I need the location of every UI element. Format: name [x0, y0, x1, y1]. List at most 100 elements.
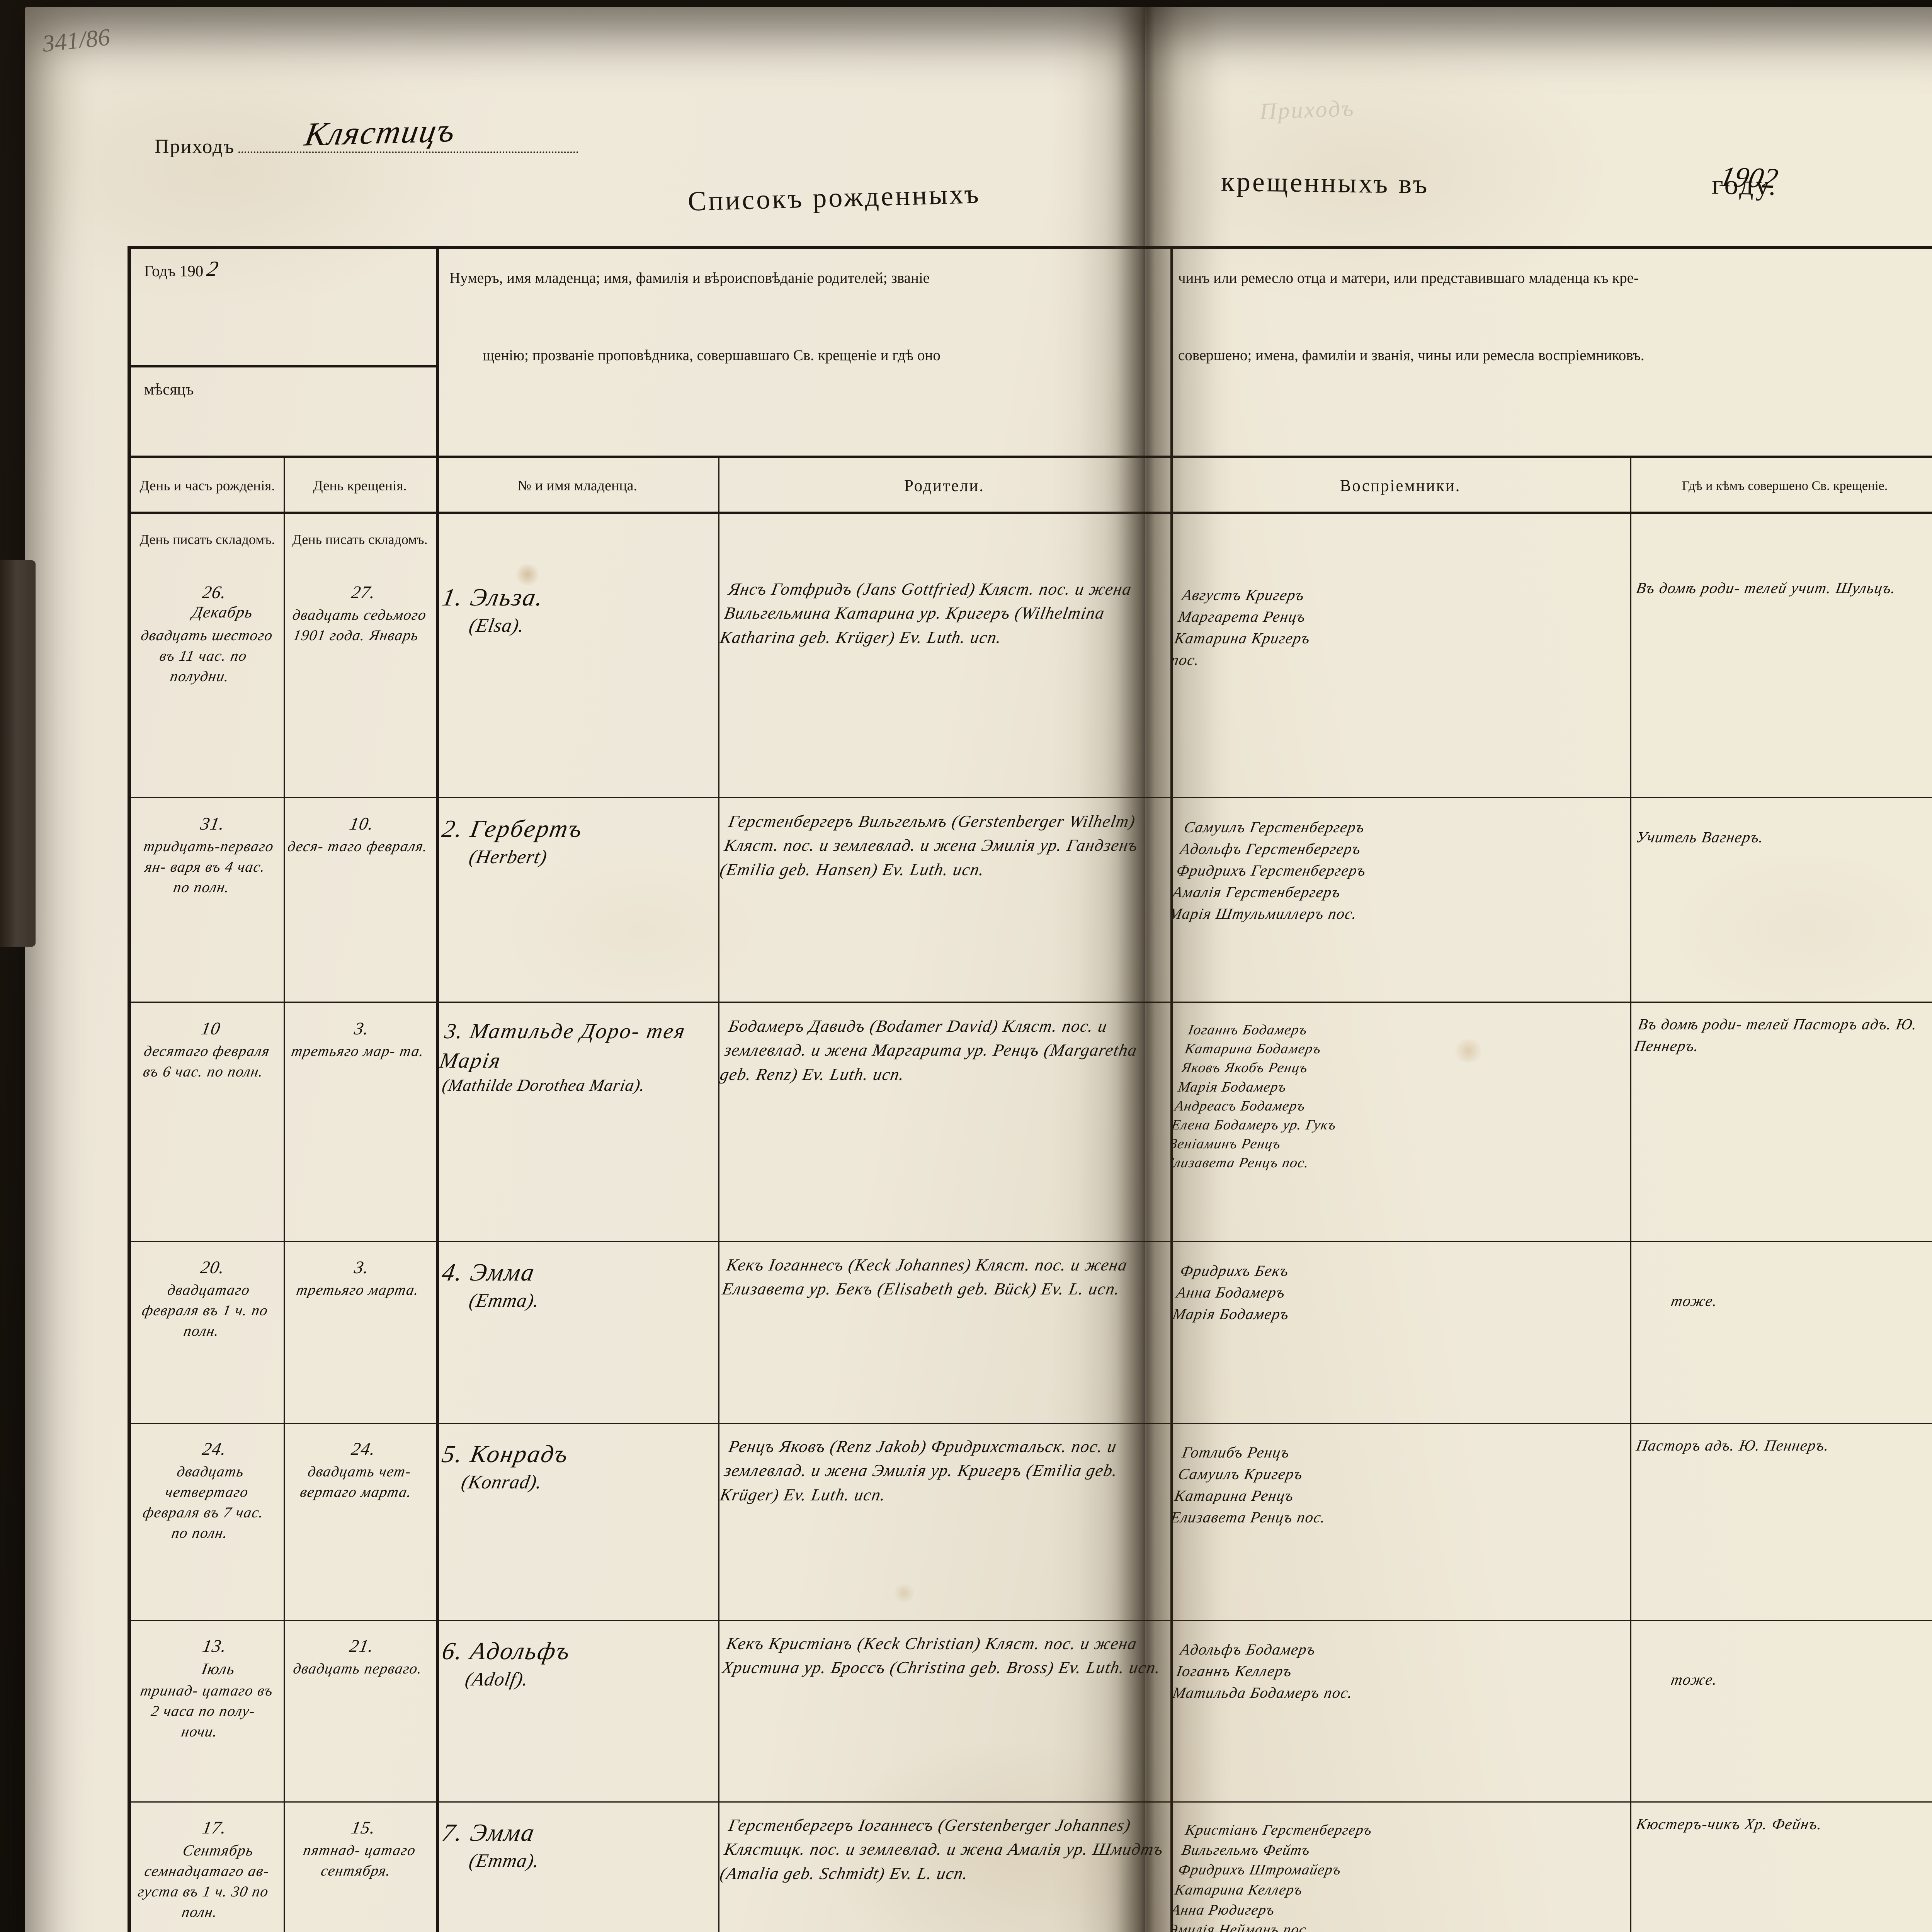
cell-baptism-place: Въ домѣ роди- телей Пасторъ адъ. Ю. Пенн… [1630, 1003, 1932, 1242]
birth-words: двадцать шестого въ 11 час. по полудни. [139, 627, 274, 685]
child-name-german: (Elsa). [468, 614, 526, 636]
parents-text: Кекъ Іоганнесъ (Keck Johannes) Кляст. по… [721, 1255, 1129, 1299]
subhead-godparents: Воспріемники. [1340, 476, 1461, 495]
birth-day-number: 17. [201, 1818, 228, 1837]
cell-godparents: Самуилъ Герстенбергеръ Адольфъ Герстенбе… [1170, 798, 1630, 1003]
subhead-parents: Родители. [904, 476, 985, 495]
child-name-german: (Mathilde Dorothea Maria). [440, 1076, 647, 1095]
child-block-header-line1: Нумеръ, имя младенца; имя, фамилія и вѣр… [449, 270, 930, 286]
birth-day-number: 20. [199, 1257, 227, 1277]
cell-child-name: 7. Эмма (Emma). [436, 1803, 718, 1932]
baptism-words: двадцать чет- вертаго марта. [299, 1463, 413, 1500]
birth-day-number: 24. [201, 1439, 228, 1459]
cell-baptism-date: 15. пятнад- цатаго сентября. [284, 1803, 436, 1932]
cell-parents: Герстенбергеръ Іоганнесъ (Gerstenberger … [718, 1803, 1170, 1932]
godparents-text: Готлибъ Ренцъ Самуилъ Кригеръ Катарина Р… [1170, 1444, 1327, 1526]
baptism-words: третьяго марта. [295, 1281, 421, 1298]
cell-birth-date: 17. Сентябрь семнадцатаго ав- густа въ 1… [131, 1803, 284, 1932]
baptism-place-text: тоже. [1670, 1292, 1719, 1310]
cell-child-name: 3. Матильде Доро- тея Марія (Mathilde Do… [436, 1003, 718, 1242]
godparent-block-header-line1: чинъ или ремесло отца и матери, или пред… [1178, 270, 1639, 286]
cell-birth-date: 24. двадцать четвертаго февраля въ 7 час… [131, 1424, 284, 1621]
cell-godparents: Іоганнъ Бодамеръ Катарина Бодамеръ Яковъ… [1170, 1003, 1630, 1242]
month-column-label: мѣсяцъ [144, 380, 194, 398]
table-instruction-band: День писать складомъ. День писать складо… [131, 514, 1932, 565]
baptism-place-text: Кюстеръ-чикъ Хр. Фейнъ. [1635, 1815, 1824, 1833]
baptism-words: третьяго мар- та. [290, 1043, 426, 1060]
parents-text: Герстенбергеръ Іоганнесъ (Gerstenberger … [718, 1816, 1165, 1883]
cell-baptism-place: тоже. [1630, 1621, 1932, 1803]
table-body: 26. Декабрь двадцать шестого въ 11 час. … [131, 565, 1932, 1932]
baptism-place-text: Учитель Вагнеръ. [1635, 828, 1765, 846]
cell-parents: Янсъ Готфридъ (Jans Gottfried) Кляст. по… [718, 565, 1170, 797]
table-row: 31. тридцать-перваго ян- варя въ 4 час. … [131, 797, 1932, 1003]
godparents-text: Адольфъ Бодамеръ Іоганнъ Келлеръ Матильд… [1171, 1641, 1354, 1701]
birth-words: двадцать четвертаго февраля въ 7 час. по… [141, 1463, 265, 1541]
cell-child-name: 6. Адольфъ (Adolf). [436, 1621, 718, 1803]
cell-godparents: Готлибъ Ренцъ Самуилъ Кригеръ Катарина Р… [1170, 1424, 1630, 1621]
baptism-words: двадцать перваго. [292, 1660, 424, 1677]
cell-birth-date: 26. Декабрь двадцать шестого въ 11 час. … [131, 565, 284, 797]
birth-words: тринад- цатаго въ 2 часа по полу- ночи. [139, 1682, 275, 1740]
child-name-russian: 5. Конрадъ [440, 1440, 571, 1468]
table-row: 24. двадцать четвертаго февраля въ 7 час… [131, 1423, 1932, 1621]
cell-parents: Кекъ Кристіанъ (Keck Christian) Кляст. п… [718, 1621, 1170, 1803]
cell-child-name: 5. Конрадъ (Konrad). [436, 1424, 718, 1621]
birth-words: семнадцатаго ав- густа въ 1 ч. 30 по пол… [136, 1862, 271, 1920]
godparents-text: Августъ Кригеръ Маргарета Ренцъ Катарина… [1170, 586, 1312, 668]
baptism-day-number: 27. [350, 582, 378, 602]
birth-day-number: 10 [199, 1019, 222, 1038]
child-name-german: (Emma). [468, 1850, 541, 1872]
birth-day-number: 31. [199, 814, 227, 833]
baptism-place-text: Пасторъ адъ. Ю. Пеннеръ. [1635, 1437, 1831, 1454]
child-name-russian: 4. Эмма [440, 1259, 537, 1286]
child-name-german: (Emma). [468, 1289, 541, 1311]
cell-baptism-date: 3. третьяго мар- та. [284, 1003, 436, 1242]
table-row: 13. Іюль тринад- цатаго въ 2 часа по пол… [131, 1620, 1932, 1803]
parents-text: Ренцъ Яковъ (Renz Jakob) Фридрихстальск.… [718, 1437, 1119, 1504]
cell-baptism-place: тоже. [1630, 1242, 1932, 1424]
cell-baptism-date: 27. двадцать седьмого 1901 года. Январь [284, 565, 436, 797]
baptism-place-text: Въ домѣ роди- телей учит. Шульцъ. [1635, 579, 1898, 597]
birth-month: Іюль [200, 1660, 237, 1678]
birth-day-number: 13. [201, 1636, 229, 1656]
table-row: 26. Декабрь двадцать шестого въ 11 час. … [131, 565, 1932, 797]
birth-words: десятаго февраля въ 6 час. по полн. [142, 1043, 272, 1080]
child-name-russian: 7. Эмма [440, 1819, 537, 1846]
baptism-day-number: 10. [348, 814, 376, 833]
table-header-band: Годъ 190 2 мѣсяцъ Нумеръ, имя младенца; … [131, 249, 1932, 458]
baptism-day-number: 3. [353, 1019, 371, 1038]
cell-godparents: Кристіанъ Герстенбергеръ Вильгельмъ Фейт… [1170, 1803, 1630, 1932]
year-column-value: 2 [205, 257, 221, 281]
cell-baptism-date: 3. третьяго марта. [284, 1242, 436, 1424]
cell-parents: Бодамеръ Давидъ (Bodamer David) Кляст. п… [718, 1003, 1170, 1242]
parish-label: Приходъ [155, 136, 235, 158]
parents-text: Янсъ Готфридъ (Jans Gottfried) Кляст. по… [718, 580, 1133, 647]
cell-parents: Герстенбергеръ Вильгельмъ (Gerstenberger… [718, 798, 1170, 1003]
baptism-day-number: 24. [350, 1439, 378, 1459]
table-subheader-band: День и часъ рожденія. День крещенія. № и… [131, 458, 1932, 514]
binder-clip [0, 560, 36, 947]
subhead-birth-day: День и часъ рожденія. [139, 478, 275, 494]
child-name-russian: 1. Эльза. [440, 583, 546, 611]
ink-bleedthrough: Приходъ [1259, 95, 1355, 124]
parents-text: Бодамеръ Давидъ (Bodamer David) Кляст. п… [718, 1017, 1139, 1084]
godparents-text: Кристіанъ Герстенбергеръ Вильгельмъ Фейт… [1170, 1822, 1374, 1932]
baptism-words: пятнад- цатаго сентября. [302, 1842, 417, 1879]
subhead-child-number-name: № и имя младенца. [517, 478, 638, 494]
cell-baptism-place: Кюстеръ-чикъ Хр. Фейнъ. [1630, 1803, 1932, 1932]
parish-name-handwritten: Клястицъ [302, 111, 459, 153]
birth-register-table: Годъ 190 2 мѣсяцъ Нумеръ, имя младенца; … [128, 246, 1932, 1932]
cell-baptism-place: Пасторъ адъ. Ю. Пеннеръ. [1630, 1424, 1932, 1621]
child-name-russian: 2. Гербертъ [440, 815, 585, 842]
baptism-day-number: 21. [348, 1636, 376, 1656]
cell-child-name: 2. Гербертъ (Herbert) [436, 798, 718, 1003]
cell-parents: Ренцъ Яковъ (Renz Jakob) Фридрихстальск.… [718, 1424, 1170, 1621]
parish-dotted-rule [238, 138, 579, 153]
table-row: 17. Сентябрь семнадцатаго ав- густа въ 1… [131, 1801, 1932, 1932]
baptism-day-number: 3. [353, 1257, 371, 1277]
register-title-part2: крещенныхъ въ [1221, 166, 1430, 200]
cell-godparents: Адольфъ Бодамеръ Іоганнъ Келлеръ Матильд… [1170, 1621, 1630, 1803]
cell-birth-date: 31. тридцать-перваго ян- варя въ 4 час. … [131, 798, 284, 1003]
baptism-words: деся- таго февраля. [286, 838, 429, 855]
